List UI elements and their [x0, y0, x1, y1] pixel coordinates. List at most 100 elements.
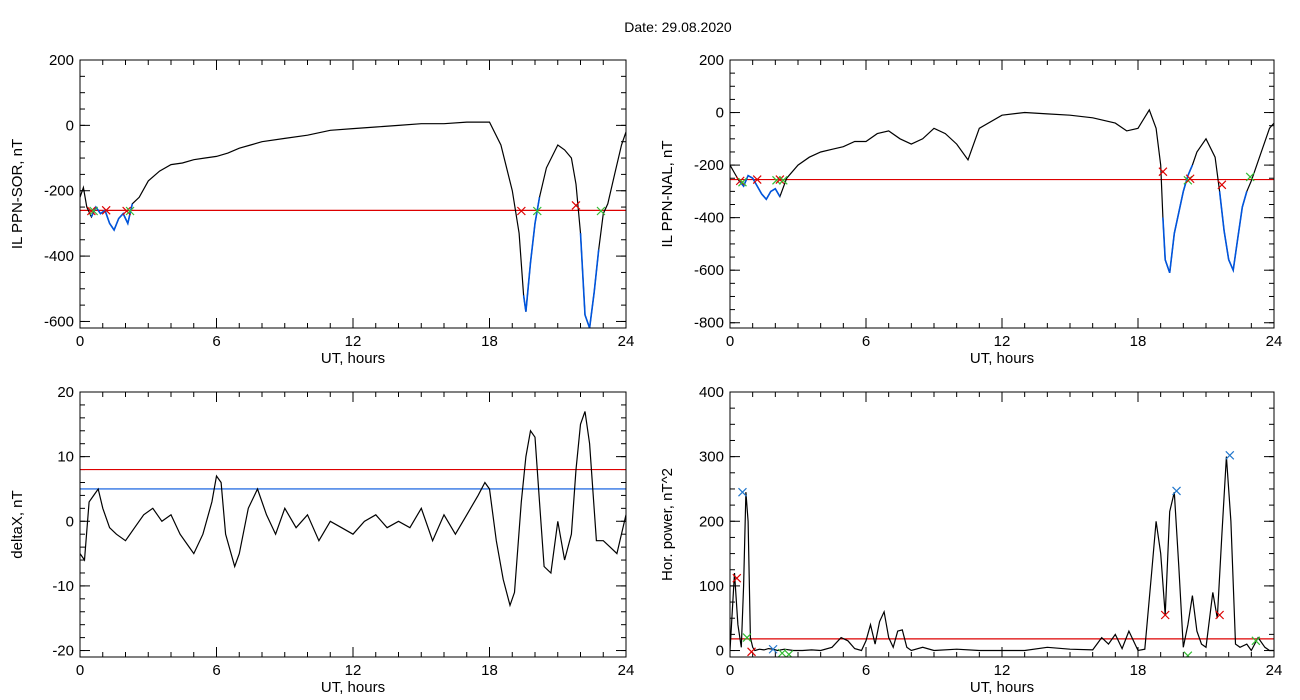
- y-axis-label: deltaX, nT: [9, 490, 26, 558]
- date-title: Date: 29.08.2020: [624, 19, 732, 35]
- marker-red: [752, 175, 762, 184]
- x-tick-label: 24: [1266, 662, 1283, 679]
- marker-red: [122, 206, 132, 216]
- x-tick-label: 24: [1266, 333, 1283, 350]
- marker-green: [742, 633, 752, 643]
- plot-frame: [729, 59, 1275, 329]
- marker-green: [1245, 172, 1255, 182]
- chart-panel-3: 0 6 12 18 24 -20 -10 0 10 20 UT, hours deltaX, nT: [9, 384, 634, 696]
- x-axis-label: UT, hours: [321, 350, 385, 367]
- y-tick-label: 10: [57, 449, 74, 466]
- marker-blue: [768, 644, 778, 654]
- x-axis-label: UT, hours: [321, 679, 385, 696]
- marker-blue: [1225, 450, 1235, 460]
- y-tick-label: 0: [66, 117, 74, 134]
- chart-panel-4: 0 6 12 18 24 0 100 200 300 400 UT, hours Hor. power…: [659, 384, 1282, 696]
- series-line: [730, 108, 1274, 273]
- y-tick-label: 0: [716, 105, 724, 122]
- marker-red: [86, 206, 96, 216]
- x-tick-label: 0: [726, 662, 734, 679]
- x-tick-label: 0: [76, 333, 84, 350]
- x-tick-label: 6: [862, 662, 870, 679]
- marker-blue: [1172, 486, 1181, 496]
- y-tick-label: 200: [699, 52, 724, 69]
- series-line: [80, 411, 626, 608]
- y-axis-label: IL PPN-NAL, nT: [659, 141, 676, 248]
- x-tick-label: 12: [994, 333, 1011, 350]
- marker-red: [1217, 180, 1227, 190]
- marker-green: [778, 175, 788, 185]
- marker-red: [571, 201, 581, 210]
- marker-red: [732, 573, 742, 583]
- marker-green: [738, 177, 747, 187]
- marker-blue: [738, 487, 747, 497]
- plot-area: [80, 121, 626, 328]
- y-tick-label: -400: [694, 210, 724, 227]
- series-line: [80, 121, 626, 328]
- y-tick-label: 0: [716, 643, 724, 660]
- x-tick-label: 6: [212, 662, 220, 679]
- marker-red: [1158, 167, 1168, 177]
- highlight-segment: [738, 174, 781, 201]
- x-axis-label: UT, hours: [970, 350, 1034, 367]
- y-tick-label: -800: [694, 315, 724, 332]
- y-tick-label: -600: [694, 262, 724, 279]
- x-tick-label: 12: [994, 662, 1011, 679]
- highlight-segment: [90, 203, 134, 232]
- x-tick-label: 6: [862, 333, 870, 350]
- x-tick-label: 12: [345, 333, 362, 350]
- marker-red: [101, 205, 111, 215]
- y-tick-label: 400: [699, 384, 724, 401]
- highlight-segment: [579, 233, 600, 328]
- plot-area: [730, 450, 1274, 657]
- highlight-segment: [522, 197, 541, 312]
- marker-red: [1185, 174, 1195, 184]
- marker-green: [125, 206, 135, 216]
- marker-red: [775, 175, 785, 184]
- x-tick-label: 18: [481, 662, 498, 679]
- marker-red: [1215, 610, 1225, 620]
- plot-frame: [729, 391, 1275, 658]
- marker-green: [1251, 636, 1261, 646]
- plot-frame: [79, 59, 627, 329]
- marker-green: [772, 175, 781, 185]
- x-tick-label: 12: [345, 662, 362, 679]
- plot-area: [80, 411, 626, 608]
- x-tick-label: 24: [618, 333, 635, 350]
- y-tick-label: -20: [52, 643, 74, 660]
- marker-red: [735, 176, 745, 186]
- marker-green: [1183, 651, 1193, 657]
- y-tick-label: 20: [57, 384, 74, 401]
- y-tick-label: -600: [44, 313, 74, 330]
- y-tick-label: -200: [694, 157, 724, 174]
- y-tick-label: -400: [44, 248, 74, 265]
- marker-green: [777, 648, 787, 657]
- x-tick-label: 18: [1130, 662, 1147, 679]
- marker-green: [596, 206, 606, 216]
- marker-red: [1160, 610, 1170, 620]
- x-tick-label: 0: [76, 662, 84, 679]
- marker-green: [784, 649, 794, 657]
- x-tick-label: 0: [726, 333, 734, 350]
- chart-panel-1: 0 6 12 18 24 -600 -400 -200 0 200 UT, hours IL PPN-…: [9, 52, 634, 367]
- x-tick-label: 6: [212, 333, 220, 350]
- marker-red: [747, 647, 756, 657]
- x-tick-label: 18: [1130, 333, 1147, 350]
- y-tick-label: 200: [49, 52, 74, 69]
- marker-green: [532, 206, 542, 216]
- marker-green: [89, 206, 99, 216]
- y-axis-label: Hor. power, nT^2: [659, 468, 676, 581]
- y-tick-label: 0: [66, 513, 74, 530]
- marker-red: [516, 206, 526, 216]
- series-line: [730, 456, 1274, 652]
- chart-panel-2: 0 6 12 18 24 -800 -600 -400 -200 0 200 UT, hours IL …: [659, 52, 1282, 367]
- y-tick-label: 100: [699, 578, 724, 595]
- highlight-segment: [1162, 164, 1194, 274]
- y-axis-label: IL PPN-SOR, nT: [9, 139, 26, 249]
- x-tick-label: 24: [618, 662, 635, 679]
- y-tick-label: -10: [52, 578, 74, 595]
- x-tick-label: 18: [481, 333, 498, 350]
- plot-frame: [79, 391, 627, 658]
